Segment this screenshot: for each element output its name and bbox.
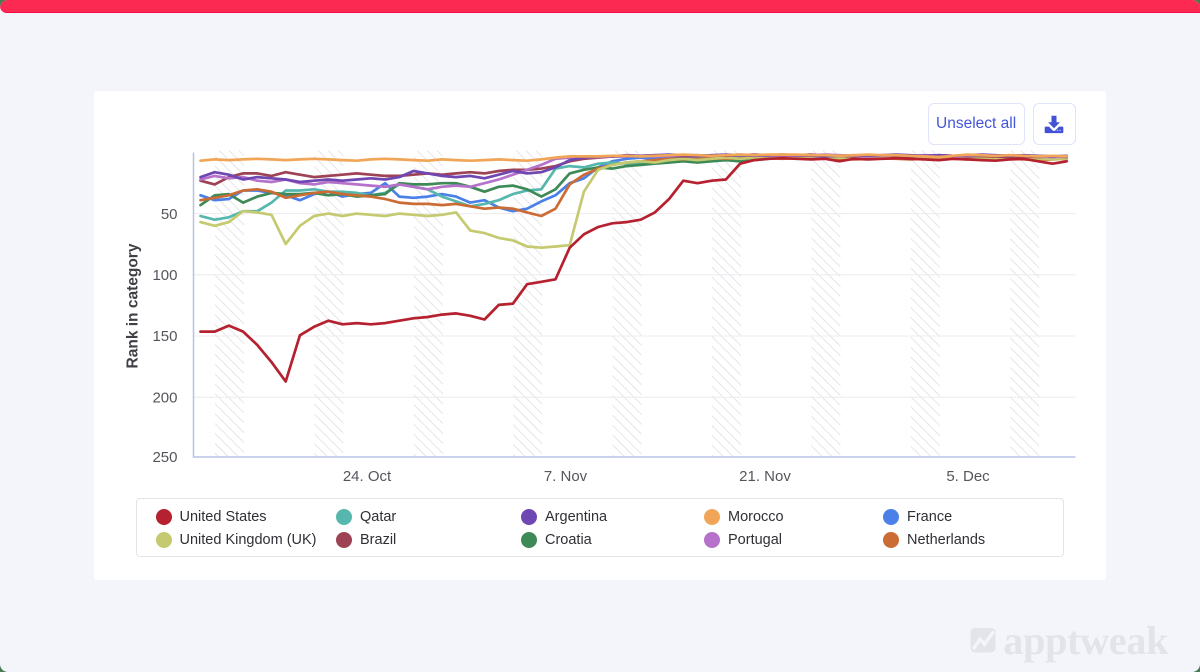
svg-text:7. Nov: 7. Nov xyxy=(544,468,588,485)
svg-text:150: 150 xyxy=(152,328,177,345)
svg-text:200: 200 xyxy=(152,389,177,406)
svg-text:50: 50 xyxy=(161,206,178,223)
svg-text:21. Nov: 21. Nov xyxy=(739,468,791,485)
svg-text:24. Oct: 24. Oct xyxy=(343,468,392,485)
svg-text:100: 100 xyxy=(152,267,177,284)
svg-text:5. Dec: 5. Dec xyxy=(946,468,990,485)
svg-text:250: 250 xyxy=(152,449,177,466)
svg-text:Rank in category: Rank in category xyxy=(125,243,142,368)
